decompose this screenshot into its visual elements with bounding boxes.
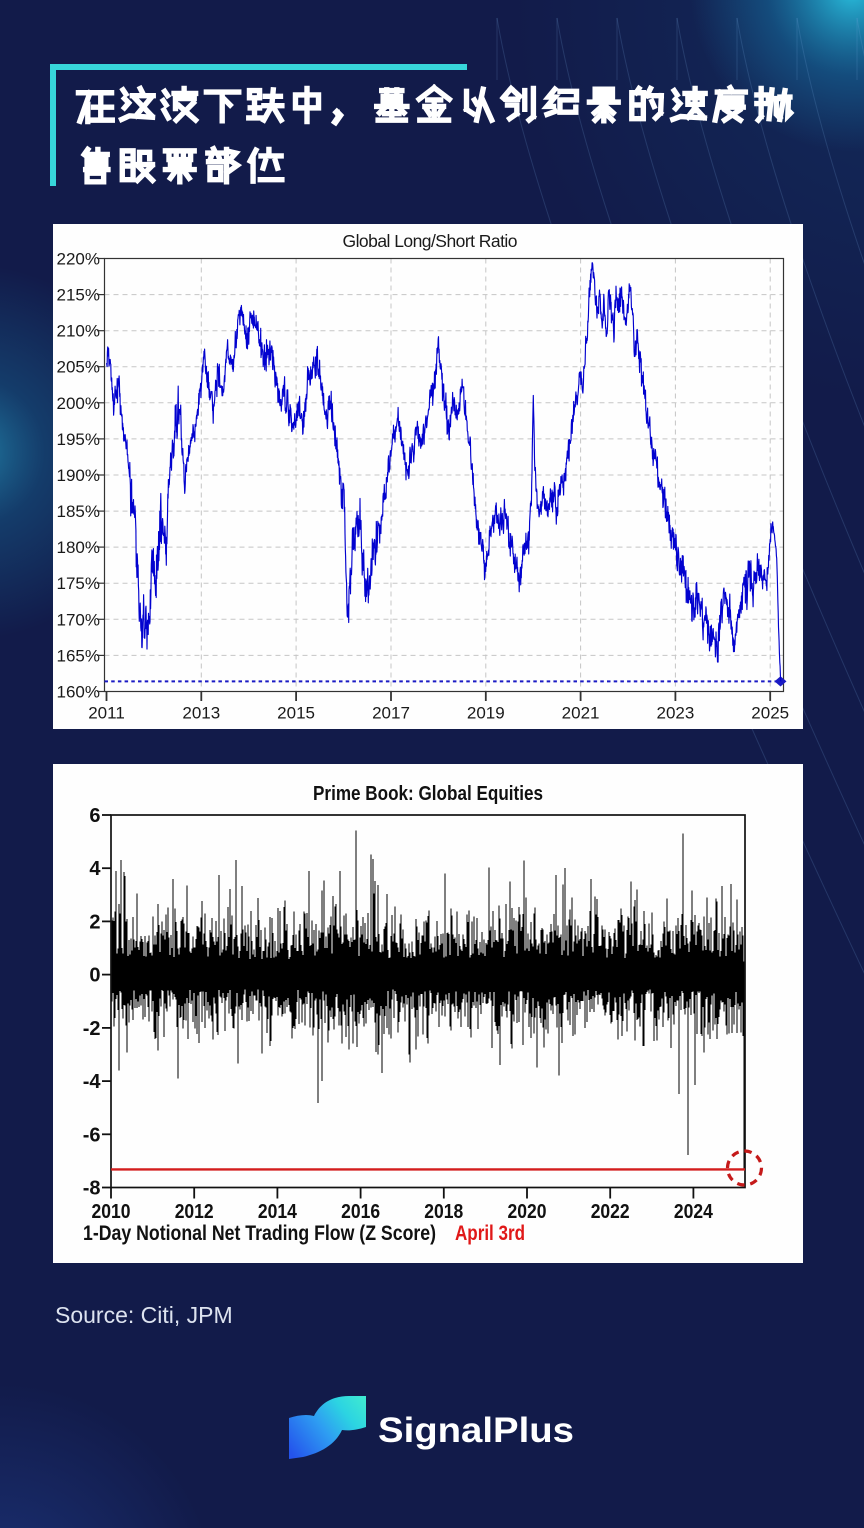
svg-text:215%: 215% <box>57 286 100 305</box>
svg-text:-2: -2 <box>83 1018 101 1040</box>
svg-text:160%: 160% <box>57 683 100 702</box>
svg-text:2020: 2020 <box>508 1201 547 1223</box>
svg-text:2023: 2023 <box>656 704 694 723</box>
svg-text:190%: 190% <box>57 466 100 485</box>
svg-text:220%: 220% <box>57 250 100 269</box>
svg-text:2014: 2014 <box>258 1201 298 1223</box>
svg-text:180%: 180% <box>57 538 100 557</box>
svg-text:1-Day Notional Net Trading Flo: 1-Day Notional Net Trading Flow (Z Score… <box>83 1222 436 1245</box>
svg-text:170%: 170% <box>57 610 100 629</box>
svg-text:2010: 2010 <box>92 1201 131 1223</box>
svg-text:4: 4 <box>89 858 101 880</box>
svg-text:205%: 205% <box>57 358 100 377</box>
svg-text:Prime Book: Global Equities: Prime Book: Global Equities <box>313 783 543 805</box>
svg-text:Source: Citi, JPM: Source: Citi, JPM <box>55 1302 233 1328</box>
svg-text:175%: 175% <box>57 574 100 593</box>
svg-text:210%: 210% <box>57 322 100 341</box>
svg-text:185%: 185% <box>57 502 100 521</box>
svg-text:200%: 200% <box>57 394 100 413</box>
svg-text:2012: 2012 <box>175 1201 214 1223</box>
svg-text:2021: 2021 <box>562 704 600 723</box>
svg-text:SignalPlus: SignalPlus <box>378 1411 574 1450</box>
svg-text:6: 6 <box>89 805 100 827</box>
svg-text:2013: 2013 <box>182 704 220 723</box>
svg-text:195%: 195% <box>57 430 100 449</box>
svg-text:-4: -4 <box>83 1071 102 1093</box>
svg-text:Global Long/Short Ratio: Global Long/Short Ratio <box>343 231 518 251</box>
svg-text:2015: 2015 <box>277 704 315 723</box>
svg-text:2024: 2024 <box>674 1201 714 1223</box>
svg-text:2022: 2022 <box>591 1201 630 1223</box>
svg-text:2016: 2016 <box>341 1201 380 1223</box>
svg-text:-8: -8 <box>83 1178 101 1200</box>
svg-text:2019: 2019 <box>467 704 505 723</box>
svg-text:-6: -6 <box>83 1124 101 1146</box>
svg-text:April 3rd: April 3rd <box>455 1222 525 1245</box>
svg-text:2025: 2025 <box>751 704 789 723</box>
svg-text:2018: 2018 <box>424 1201 463 1223</box>
svg-text:0: 0 <box>89 965 100 987</box>
svg-text:2: 2 <box>89 911 100 933</box>
svg-text:165%: 165% <box>57 646 100 665</box>
svg-text:2017: 2017 <box>372 704 410 723</box>
svg-text:2011: 2011 <box>88 704 125 723</box>
